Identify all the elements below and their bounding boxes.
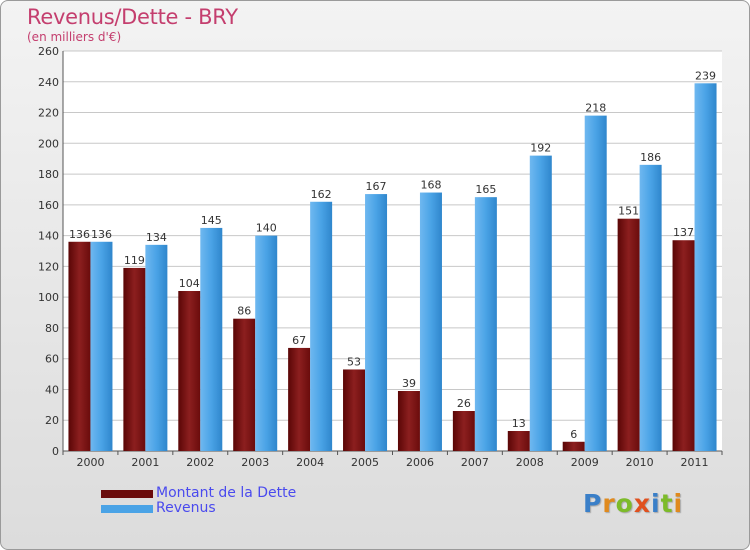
data-label-dette: 136 [69,228,90,241]
chart-title: Revenus/Dette - BRY [27,5,238,29]
data-label-revenus: 218 [585,102,606,115]
legend-label-revenue: Revenus [156,500,216,516]
bar-revenus [584,115,607,451]
bar-revenus [474,197,497,451]
data-label-revenus: 134 [146,231,167,244]
y-tick-label: 20 [45,414,59,427]
data-label-dette: 53 [347,355,361,368]
bar-dette [452,411,475,451]
y-tick-label: 260 [38,45,59,58]
data-label-dette: 151 [618,205,639,218]
y-tick-label: 100 [38,291,59,304]
data-label-dette: 137 [673,226,694,239]
chart-subtitle: (en milliers d'€) [27,30,122,44]
data-label-revenus: 136 [91,228,112,241]
bar-dette [178,291,201,451]
y-tick-label: 0 [52,445,59,458]
bar-dette [68,241,91,451]
data-label-revenus: 145 [201,214,222,227]
bar-revenus [529,155,552,451]
data-label-dette: 119 [124,254,145,267]
proxiti-logo: Proxiti [583,489,683,518]
bar-revenus [310,201,333,451]
bar-dette [562,441,585,451]
y-tick-label: 200 [38,137,59,150]
data-label-dette: 86 [237,305,251,318]
data-label-revenus: 239 [695,69,716,82]
bar-revenus [365,194,388,452]
data-label-dette: 104 [179,277,200,290]
bar-revenus [145,244,168,451]
bar-dette [343,369,366,451]
x-tick-label: 2008 [516,456,544,469]
bar-revenus [255,235,278,451]
x-tick-label: 2005 [351,456,379,469]
data-label-revenus: 167 [366,180,387,193]
bar-dette [672,240,695,451]
data-label-dette: 6 [570,428,577,441]
x-tick-label: 2006 [406,456,434,469]
data-label-revenus: 140 [256,222,277,235]
x-tick-label: 2003 [241,456,269,469]
bar-dette [397,391,420,451]
y-tick-label: 140 [38,230,59,243]
logo-letter: t [660,489,674,518]
legend-label-debt: Montant de la Dette [156,485,297,501]
data-label-dette: 26 [457,397,471,410]
x-tick-label: 2004 [296,456,324,469]
x-tick-label: 2009 [571,456,599,469]
y-tick-label: 60 [45,353,59,366]
data-label-revenus: 192 [530,142,551,155]
bar-revenus [419,192,442,452]
y-tick-label: 180 [38,168,59,181]
data-label-revenus: 165 [475,183,496,196]
x-tick-label: 2007 [461,456,489,469]
logo-letter: i [651,489,661,518]
bar-revenus [694,83,717,452]
logo-letter: P [583,489,603,518]
bar-dette [233,318,256,451]
logo-letter: r [602,489,616,518]
data-label-revenus: 168 [420,179,441,192]
bar-dette [617,218,640,451]
data-label-dette: 13 [512,417,526,430]
data-label-dette: 39 [402,377,416,390]
data-label-dette: 67 [292,334,306,347]
logo-letter: x [633,489,651,518]
y-tick-label: 120 [38,260,59,273]
y-tick-label: 240 [38,76,59,89]
y-tick-label: 80 [45,322,59,335]
data-label-revenus: 162 [311,188,332,201]
bar-revenus [200,227,223,451]
x-tick-label: 2002 [186,456,214,469]
x-tick-label: 2001 [131,456,159,469]
x-tick-label: 2010 [626,456,654,469]
y-tick-label: 220 [38,107,59,120]
bar-revenus [639,164,662,451]
bar-revenus [90,241,113,451]
bar-dette [288,347,311,451]
x-tick-label: 2000 [76,456,104,469]
legend-swatch-debt [101,490,153,498]
logo-letter: o [615,489,634,518]
x-tick-label: 2011 [681,456,709,469]
plot-area [63,51,722,451]
y-tick-label: 40 [45,383,59,396]
legend-swatch-revenue [101,505,153,513]
bar-dette [123,267,146,451]
logo-letter: i [673,489,684,518]
data-label-revenus: 186 [640,151,661,164]
bar-dette [507,431,530,451]
y-tick-label: 160 [38,199,59,212]
